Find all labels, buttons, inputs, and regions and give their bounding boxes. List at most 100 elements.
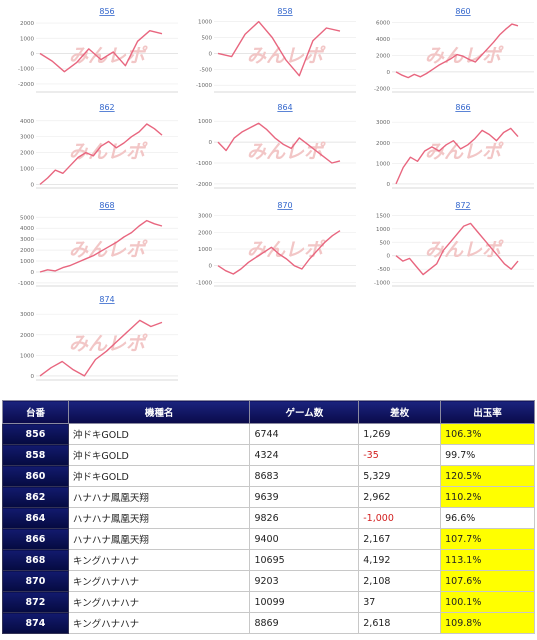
series-line	[39, 123, 163, 185]
y-tick-label: 2000	[376, 141, 390, 147]
series-line	[217, 20, 341, 77]
cell-number: 866	[2, 528, 69, 550]
table-row: 860 沖ドキGOLD 8683 5,329 120.5%	[2, 465, 535, 487]
chart-title-link[interactable]: 866	[455, 103, 470, 112]
cell-diff: 4,192	[358, 549, 442, 571]
chart-856: 856 2000 1000 0 -1000 -2000 みんレポ	[18, 7, 178, 96]
y-tick-label: 1500	[376, 213, 390, 219]
chart-title-link[interactable]: 858	[277, 7, 292, 16]
y-tick-label: 0	[209, 140, 213, 146]
cell-games: 9826	[249, 507, 360, 529]
chart-title-link[interactable]: 856	[99, 7, 114, 16]
chart-862: 862 4000 3000 2000 1000 0 みんレポ	[18, 103, 178, 192]
cell-games: 4324	[249, 444, 360, 466]
series-line	[395, 127, 519, 185]
table-row: 864 ハナハナ鳳凰天翔 9826 -1,000 96.6%	[2, 507, 535, 529]
header-diff: 差枚	[358, 400, 442, 424]
y-tick-label: 4000	[376, 37, 390, 43]
cell-games: 6744	[249, 423, 360, 445]
series-line	[39, 219, 163, 273]
cell-machine: キングハナハナ	[67, 612, 251, 634]
header-machine: 機種名	[67, 400, 251, 424]
chart-858: 858 1000 500 0 -500 -1000 みんレポ	[196, 7, 356, 96]
cell-games: 9400	[249, 528, 360, 550]
table-header-row: 台番 機種名 ゲーム数 差枚 出玉率	[2, 400, 535, 424]
chart-title-link[interactable]: 870	[277, 201, 292, 210]
y-tick-label: 0	[387, 254, 391, 260]
y-tick-label: 1000	[198, 20, 212, 26]
cell-rate: 106.3%	[440, 423, 535, 445]
results-table: 台番 機種名 ゲーム数 差枚 出玉率 856 沖ドキGOLD 6744 1,269 10…	[2, 400, 535, 634]
y-tick-label: 5000	[20, 215, 34, 221]
chart-svg: 874 3000 2000 1000 0 みんレポ	[20, 295, 178, 381]
table-row: 856 沖ドキGOLD 6744 1,269 106.3%	[2, 423, 535, 445]
y-tick-label: 1000	[198, 119, 212, 125]
cell-number: 860	[2, 465, 69, 487]
watermark-logo: みんレポ	[69, 45, 148, 67]
cell-machine: 沖ドキGOLD	[67, 444, 251, 466]
series-line	[217, 122, 341, 164]
watermark-logo: みんレポ	[69, 141, 148, 163]
table-row: 862 ハナハナ鳳凰天翔 9639 2,962 110.2%	[2, 486, 535, 508]
y-tick-label: -500	[378, 267, 391, 273]
y-tick-label: -2000	[196, 182, 212, 188]
chart-svg: 872 1500 1000 500 0 -500 -1000 みんレポ	[374, 201, 534, 287]
cell-diff: 5,329	[358, 465, 442, 487]
y-tick-label: 1000	[376, 227, 390, 233]
cell-diff: 1,269	[358, 423, 442, 445]
y-tick-label: 0	[31, 270, 35, 276]
header-games: ゲーム数	[249, 400, 360, 424]
y-tick-label: 0	[209, 264, 213, 270]
y-tick-label: 1000	[376, 161, 390, 167]
chart-title-link[interactable]: 864	[277, 103, 292, 112]
cell-machine: ハナハナ鳳凰天翔	[67, 507, 251, 529]
chart-title-link[interactable]: 872	[455, 201, 470, 210]
y-tick-label: 0	[209, 51, 213, 57]
table-row: 874 キングハナハナ 8869 2,618 109.8%	[2, 612, 535, 634]
cell-games: 10099	[249, 591, 360, 613]
y-tick-label: 500	[380, 240, 391, 246]
y-tick-label: 1000	[198, 247, 212, 253]
y-tick-label: 0	[31, 182, 35, 188]
chart-title-link[interactable]: 874	[99, 295, 114, 304]
cell-rate: 96.6%	[440, 507, 535, 529]
y-tick-label: -2000	[374, 86, 390, 92]
y-tick-label: 0	[387, 182, 391, 188]
y-tick-label: 2000	[20, 151, 34, 157]
y-tick-label: 6000	[376, 20, 390, 26]
y-tick-label: 1000	[20, 259, 34, 265]
header-rate: 出玉率	[440, 400, 535, 424]
y-tick-label: 3000	[20, 237, 34, 243]
cell-number: 872	[2, 591, 69, 613]
cell-rate: 109.8%	[440, 612, 535, 634]
y-tick-label: 2000	[376, 53, 390, 59]
y-tick-label: 2000	[20, 248, 34, 254]
cell-rate: 113.1%	[440, 549, 535, 571]
cell-games: 10695	[249, 549, 360, 571]
table-row: 872 キングハナハナ 10099 37 100.1%	[2, 591, 535, 613]
table-row: 870 キングハナハナ 9203 2,108 107.6%	[2, 570, 535, 592]
cell-diff: 2,962	[358, 486, 442, 508]
cell-machine: キングハナハナ	[67, 549, 251, 571]
y-tick-label: 2000	[20, 21, 34, 27]
chart-svg: 856 2000 1000 0 -1000 -2000 みんレポ	[18, 7, 178, 93]
chart-866: 866 3000 2000 1000 0 みんレポ	[374, 103, 534, 192]
chart-title-link[interactable]: 868	[99, 201, 114, 210]
chart-svg: 868 5000 4000 3000 2000 1000 0 -1000 みんレポ	[18, 201, 178, 287]
chart-title-link[interactable]: 862	[99, 103, 114, 112]
cell-machine: キングハナハナ	[67, 570, 251, 592]
cell-games: 9639	[249, 486, 360, 508]
cell-diff: -35	[358, 444, 442, 466]
y-tick-label: 0	[31, 51, 35, 57]
cell-games: 9203	[249, 570, 360, 592]
y-tick-label: -1000	[18, 281, 34, 287]
cell-number: 858	[2, 444, 69, 466]
watermark-logo: みんレポ	[425, 141, 504, 163]
cell-machine: キングハナハナ	[67, 591, 251, 613]
chart-title-link[interactable]: 860	[455, 7, 470, 16]
y-tick-label: 1000	[20, 167, 34, 173]
chart-860: 860 6000 4000 2000 0 -2000 みんレポ	[374, 7, 534, 96]
series-line	[395, 23, 519, 79]
y-tick-label: 4000	[20, 119, 34, 125]
chart-864: 864 1000 0 -1000 -2000 みんレポ	[196, 103, 356, 192]
